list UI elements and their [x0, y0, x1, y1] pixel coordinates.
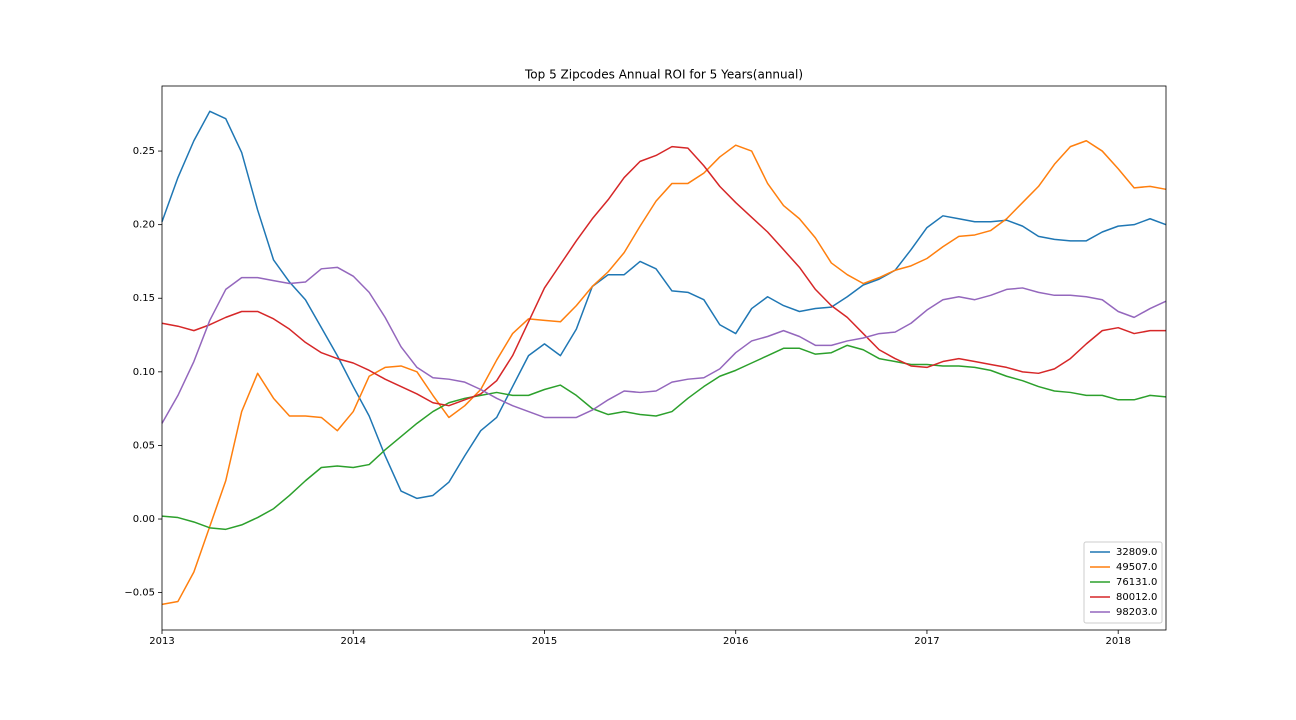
legend-box	[1083, 541, 1163, 624]
y-tick-label: 0.00	[133, 514, 155, 525]
x-tick-label: 2013	[149, 636, 174, 647]
series-line	[161, 266, 1167, 424]
y-tick-label: 0.20	[133, 220, 155, 231]
y-tick-label: −0.05	[124, 588, 155, 599]
x-tick-label: 2015	[532, 636, 557, 647]
y-tick-label: 0.25	[133, 146, 155, 157]
x-tick-label: 2018	[1105, 636, 1130, 647]
y-tick-label: 0.15	[133, 293, 155, 304]
x-tick-label: 2016	[723, 636, 748, 647]
series-line	[161, 145, 1166, 407]
legend-label: 49507.0	[1116, 562, 1157, 573]
series-line	[161, 344, 1167, 531]
series-line	[161, 140, 1167, 606]
legend-label: 98203.0	[1116, 607, 1157, 618]
legend-label: 32809.0	[1116, 547, 1157, 558]
y-tick-label: 0.10	[133, 367, 155, 378]
x-tick-label: 2017	[914, 636, 939, 647]
x-tick-label: 2014	[341, 636, 366, 647]
legend-label: 80012.0	[1116, 592, 1157, 603]
chart-title: Top 5 Zipcodes Annual ROI for 5 Years(an…	[524, 68, 803, 82]
series-line	[161, 110, 1167, 500]
plot-frame	[161, 85, 1167, 631]
y-tick-label: 0.05	[133, 440, 155, 451]
legend-label: 76131.0	[1116, 577, 1157, 588]
